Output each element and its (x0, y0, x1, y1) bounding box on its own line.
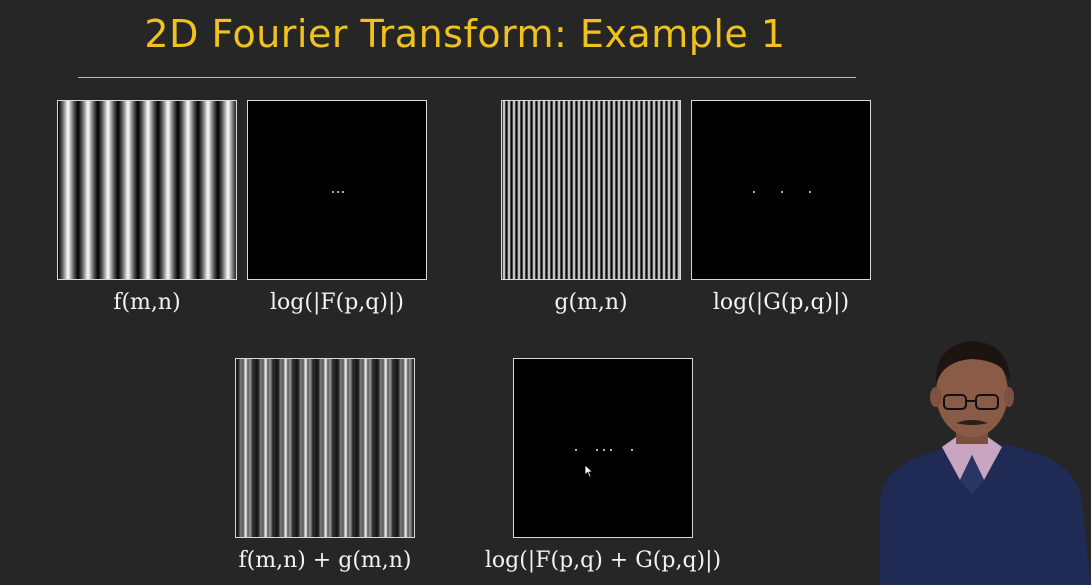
mouse-cursor-icon (584, 464, 594, 478)
image-f-plus-g (235, 358, 415, 538)
presenter-video (880, 341, 1091, 585)
caption-F: log(|F(p,q)|) (270, 290, 404, 315)
caption-FG: log(|F(p,q) + G(p,q)|) (484, 548, 722, 573)
spectrum-F-plus-G (513, 358, 693, 538)
spectrum-peak (332, 191, 334, 193)
spectrum-F (247, 100, 427, 280)
caption-fg: f(m,n) + g(m,n) (238, 548, 412, 573)
spectrum-peak (575, 449, 577, 451)
spectrum-peak (342, 191, 344, 193)
caption-g: g(m,n) (554, 290, 628, 315)
title-divider (78, 77, 856, 78)
caption-f: f(m,n) (113, 290, 181, 315)
image-g-stripes (501, 100, 681, 280)
slide-title: 2D Fourier Transform: Example 1 (144, 12, 786, 56)
spectrum-G (691, 100, 871, 280)
spectrum-peak (596, 449, 598, 451)
spectrum-peak (610, 449, 612, 451)
spectrum-peak (631, 449, 633, 451)
spectrum-peak (753, 191, 755, 193)
caption-G: log(|G(p,q)|) (712, 290, 850, 315)
image-f-stripes (57, 100, 237, 280)
spectrum-peak (781, 191, 783, 193)
spectrum-peak (603, 449, 605, 451)
spectrum-peak (809, 191, 811, 193)
spectrum-peak (337, 191, 339, 193)
